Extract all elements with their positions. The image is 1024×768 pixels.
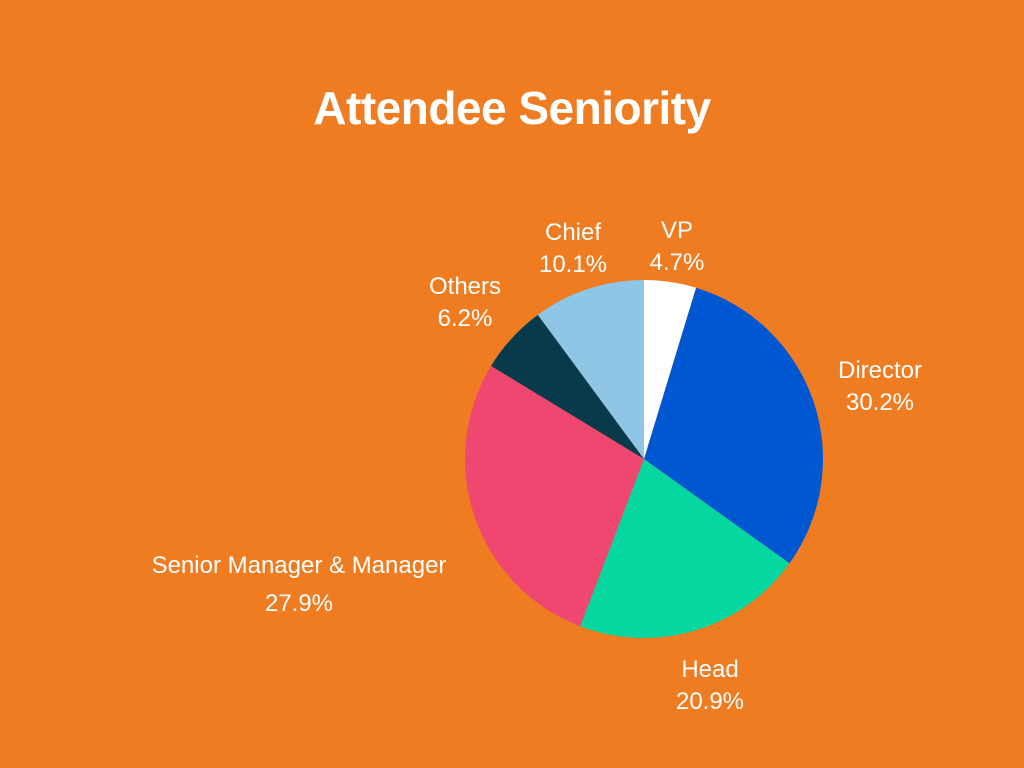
slice-label-senior-manager-manager: Senior Manager & Manager 27.9%	[152, 552, 447, 617]
slice-percent-label: 27.9%	[265, 590, 333, 617]
pie-slice-vp	[644, 280, 697, 459]
slice-label-head: Head 20.9%	[676, 656, 744, 715]
pie-slice-director	[644, 287, 823, 564]
pie-slice-chief	[537, 280, 644, 459]
slice-label-others: Others 6.2%	[429, 273, 501, 332]
slice-category-label: VP	[661, 217, 693, 244]
slice-percent-label: 30.2%	[846, 389, 914, 416]
slice-category-label: Senior Manager & Manager	[152, 552, 447, 579]
pie-slice-others	[491, 314, 644, 459]
slice-percent-label: 6.2%	[438, 305, 493, 332]
pie-slice-senior-manager-manager	[464, 365, 644, 627]
slice-label-director: Director 30.2%	[838, 357, 922, 416]
slice-label-chief: Chief 10.1%	[539, 219, 607, 278]
slice-category-label: Others	[429, 273, 501, 300]
slice-category-label: Chief	[545, 219, 601, 246]
slice-category-label: Director	[838, 357, 922, 384]
slice-label-vp: VP 4.7%	[650, 217, 705, 276]
pie-slices	[464, 280, 823, 638]
slice-percent-label: 10.1%	[539, 251, 607, 278]
slice-percent-label: 4.7%	[650, 249, 705, 276]
slice-percent-label: 20.9%	[676, 688, 744, 715]
pie-slice-head	[580, 459, 790, 638]
pie-labels: VP 4.7% Director 30.2% Head 20.9% Senior Manag…	[152, 217, 922, 715]
chart-title: Attendee Seniority	[313, 82, 711, 134]
slice-category-label: Head	[681, 656, 738, 683]
